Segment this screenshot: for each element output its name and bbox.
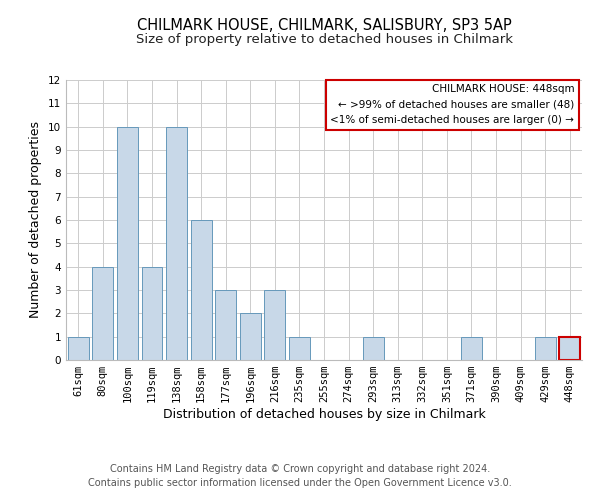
Bar [142, 266, 163, 360]
Text: CHILMARK HOUSE, CHILMARK, SALISBURY, SP3 5AP: CHILMARK HOUSE, CHILMARK, SALISBURY, SP3… [137, 18, 511, 32]
Y-axis label: Number of detached properties: Number of detached properties [29, 122, 43, 318]
Text: CHILMARK HOUSE: 448sqm
← >99% of detached houses are smaller (48)
<1% of semi-de: CHILMARK HOUSE: 448sqm ← >99% of detache… [331, 84, 574, 126]
Bar [265, 290, 286, 360]
Bar [92, 266, 113, 360]
Bar [535, 336, 556, 360]
Bar [191, 220, 212, 360]
Bar [559, 336, 580, 360]
Bar [362, 336, 383, 360]
Bar [240, 314, 261, 360]
Bar [215, 290, 236, 360]
Text: Size of property relative to detached houses in Chilmark: Size of property relative to detached ho… [136, 32, 512, 46]
Bar [68, 336, 89, 360]
Bar [117, 126, 138, 360]
Bar [289, 336, 310, 360]
Text: Contains HM Land Registry data © Crown copyright and database right 2024.
Contai: Contains HM Land Registry data © Crown c… [88, 464, 512, 487]
Bar [461, 336, 482, 360]
Bar [166, 126, 187, 360]
X-axis label: Distribution of detached houses by size in Chilmark: Distribution of detached houses by size … [163, 408, 485, 421]
